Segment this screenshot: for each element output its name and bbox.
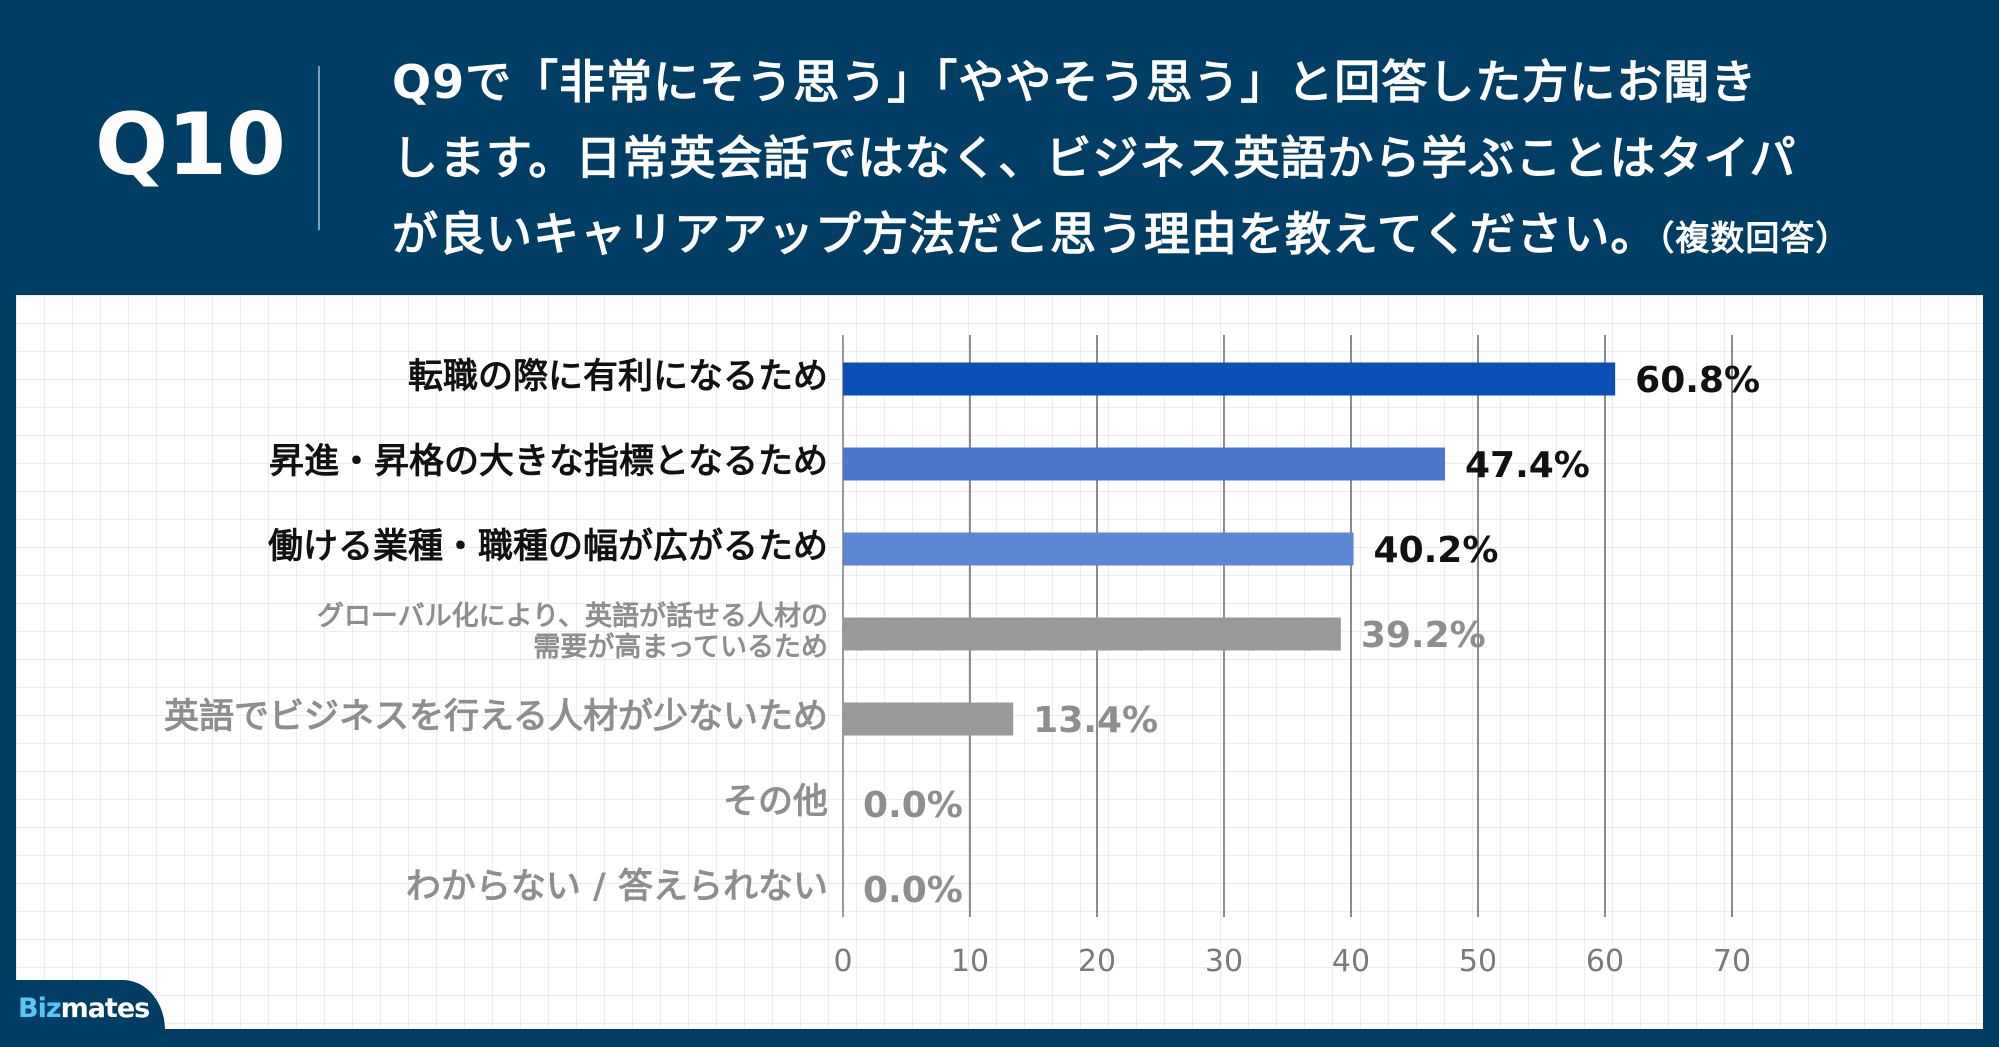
bar-0: [843, 362, 1616, 396]
x-tick-label: 50: [1459, 944, 1497, 979]
chart-panel: 0 10 20 30 40 50 60 70 60.8% 47.4% 40.2% 39.2% 13.4%…: [16, 295, 1983, 1029]
category-label-2: 働ける業種・職種の幅が広がるため: [267, 526, 828, 567]
data-label-6: 0.0%: [863, 870, 963, 911]
data-label-3: 39.2%: [1361, 615, 1486, 656]
category-label-4: 英語でビジネスを行える人材が少ないため: [164, 696, 828, 737]
data-label-1: 47.4%: [1465, 445, 1590, 486]
x-tick-label: 10: [951, 944, 989, 979]
data-label-5: 0.0%: [863, 785, 963, 826]
x-tick-label: 70: [1713, 944, 1751, 979]
question-note: （複数回答）: [1657, 219, 1851, 259]
bar-1: [843, 447, 1445, 481]
category-label-5: その他: [722, 781, 828, 822]
logo-prefix: Biz: [18, 993, 62, 1024]
x-tick-label: 30: [1205, 944, 1243, 979]
question-header: Q10 Q9で「非常にそう思う」「ややそう思う」と回答した方にお聞き します。日…: [0, 0, 1999, 292]
bar-2: [843, 532, 1354, 566]
category-label-6: わからない / 答えられない: [405, 866, 828, 907]
category-label-0: 転職の際に有利になるため: [407, 356, 828, 397]
question-number: Q10: [95, 95, 286, 195]
bizmates-logo: Bizmates: [18, 993, 151, 1024]
data-label-2: 40.2%: [1374, 530, 1499, 571]
category-label-3: グローバル化により、英語が話せる人材の 需要が高まっているため: [316, 600, 828, 663]
header-divider: [318, 66, 320, 230]
question-line-2: します。日常英会話ではなく、ビジネス英語から学ぶことはタイパ: [392, 131, 1797, 185]
bar-4: [843, 702, 1014, 736]
question-line-1: Q9で「非常にそう思う」「ややそう思う」と回答した方にお聞き: [392, 55, 1758, 109]
data-label-0: 60.8%: [1635, 360, 1760, 401]
bar-3: [843, 617, 1341, 651]
question-line-3: が良いキャリアアップ方法だと思う理由を教えてください。（複数回答）: [392, 196, 1952, 277]
brand-logo-tab: [0, 980, 165, 1030]
category-label-1: 昇進・昇格の大きな指標となるため: [269, 441, 828, 482]
x-tick-label: 40: [1332, 944, 1370, 979]
question-line-3-text: が良いキャリアアップ方法だと思う理由を教えてください。: [392, 207, 1658, 261]
x-tick-label: 0: [833, 944, 852, 979]
data-label-4: 13.4%: [1033, 700, 1158, 741]
logo-suffix: mates: [60, 993, 151, 1024]
x-tick-label: 20: [1078, 944, 1116, 979]
question-text: Q9で「非常にそう思う」「ややそう思う」と回答した方にお聞き します。日常英会話…: [392, 44, 1952, 277]
x-tick-label: 60: [1586, 944, 1624, 979]
bar-chart: 0 10 20 30 40 50 60 70 60.8% 47.4% 40.2% 39.2% 13.4%…: [833, 335, 1760, 979]
